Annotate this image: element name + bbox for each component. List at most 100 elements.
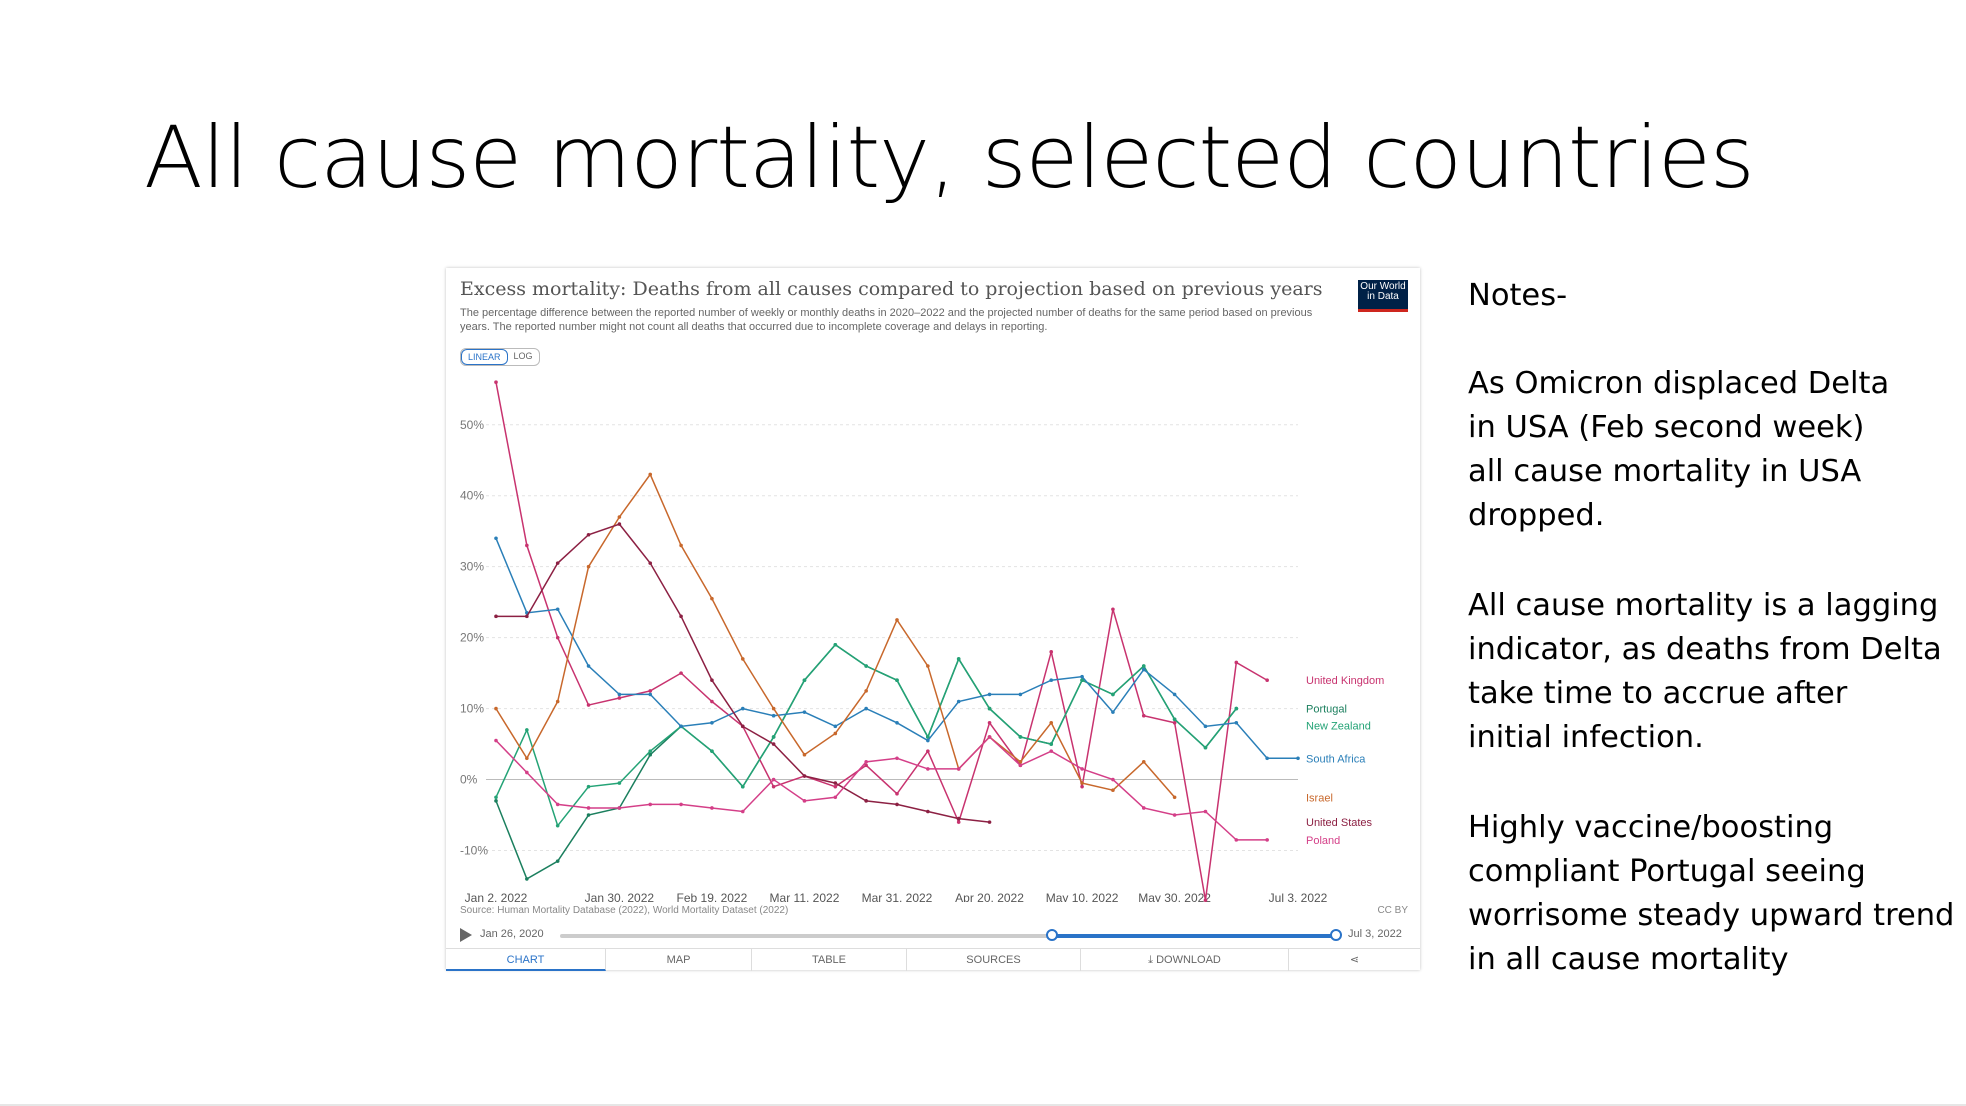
legend-label: Portugal <box>1306 704 1347 716</box>
data-point <box>679 724 683 729</box>
data-point <box>1049 749 1054 753</box>
legend-label: Israel <box>1306 792 1333 804</box>
tab-chart[interactable]: CHART <box>446 949 606 971</box>
data-point <box>926 809 930 814</box>
data-point <box>740 784 745 789</box>
line-chart: -10% 0% 10% 20% 30% 40% 50% Jan 2, 2022 Jan 30, … <box>460 380 1384 902</box>
legend-label: United Kingdom <box>1306 675 1384 687</box>
data-point <box>586 784 591 789</box>
data-point <box>771 777 776 782</box>
data-point <box>987 706 992 711</box>
data-point <box>679 802 683 807</box>
timeline-start-handle[interactable] <box>1046 929 1058 941</box>
slide-title: All cause mortality, selected countries <box>144 108 1755 208</box>
data-point <box>895 802 899 807</box>
download-label: DOWNLOAD <box>1156 954 1221 966</box>
legend-label: South Africa <box>1306 753 1366 765</box>
timeline-end-handle[interactable] <box>1330 929 1342 941</box>
data-point <box>740 657 745 661</box>
tab-map[interactable]: MAP <box>606 949 752 971</box>
data-point <box>1141 667 1146 672</box>
data-point <box>648 692 653 697</box>
tab-bar: CHART MAP TABLE SOURCES ⤓ DOWNLOAD ⋖ <box>446 948 1420 971</box>
data-point <box>1080 674 1084 679</box>
data-point <box>895 791 899 796</box>
data-point <box>648 752 653 757</box>
play-icon[interactable] <box>460 928 472 942</box>
data-point <box>648 561 653 565</box>
data-point <box>1018 760 1023 764</box>
data-point <box>1172 795 1177 800</box>
data-point <box>494 795 498 800</box>
data-point <box>1172 720 1177 725</box>
data-point <box>617 806 622 810</box>
data-point <box>771 735 776 739</box>
data-point <box>710 596 714 601</box>
timeline-end-label: Jul 3, 2022 <box>1348 928 1402 940</box>
data-point <box>1265 678 1269 683</box>
data-point <box>1018 692 1023 697</box>
share-button[interactable]: ⋖ <box>1289 949 1420 971</box>
x-tick-label: Jan 2, 2022 <box>465 891 528 902</box>
linear-scale-button[interactable]: LINEAR <box>461 349 508 365</box>
data-point <box>864 763 868 768</box>
data-point <box>555 802 560 807</box>
data-point <box>802 678 807 683</box>
data-point <box>987 720 992 725</box>
scale-toggle: LINEAR LOG <box>460 348 540 366</box>
log-scale-button[interactable]: LOG <box>513 351 533 361</box>
data-point <box>1265 838 1269 842</box>
data-point <box>1141 760 1146 764</box>
data-point <box>586 703 591 707</box>
data-point <box>1203 745 1208 750</box>
series-line <box>495 538 1298 760</box>
data-point <box>617 522 622 526</box>
data-point <box>1080 781 1084 785</box>
x-tick-label: Jul 3, 2022 <box>1269 891 1328 902</box>
data-point <box>1141 806 1146 810</box>
data-point <box>648 802 653 807</box>
y-tick-label: -10% <box>460 844 488 858</box>
data-point <box>555 561 560 565</box>
owid-logo[interactable]: Our World in Data <box>1358 280 1408 312</box>
data-point <box>710 699 714 704</box>
data-point <box>956 767 961 771</box>
legend-label: New Zealand <box>1306 721 1371 733</box>
data-point <box>895 720 899 725</box>
data-point <box>740 809 745 814</box>
data-point <box>895 756 899 761</box>
notes-panel: Notes- As Omicron displaced Delta in USA… <box>1468 274 1958 1028</box>
tab-download[interactable]: ⤓ DOWNLOAD <box>1081 949 1289 971</box>
data-point <box>1111 788 1115 793</box>
data-point <box>1111 777 1115 782</box>
data-point <box>740 724 745 729</box>
data-point <box>555 635 560 640</box>
data-point <box>1234 838 1239 842</box>
x-tick-label: Feb 19, 2022 <box>677 891 748 902</box>
timeline-slider[interactable] <box>560 929 1342 941</box>
data-point <box>710 720 714 725</box>
data-point <box>926 738 930 743</box>
data-point <box>555 823 560 828</box>
data-point <box>555 699 560 704</box>
data-point <box>586 532 591 537</box>
data-point <box>833 784 838 789</box>
tab-sources[interactable]: SOURCES <box>907 949 1081 971</box>
data-point <box>617 696 622 700</box>
data-point <box>494 380 498 384</box>
data-point <box>617 781 622 785</box>
tab-table[interactable]: TABLE <box>752 949 907 971</box>
data-point <box>525 728 529 732</box>
data-point <box>1111 607 1115 612</box>
y-tick-label: 20% <box>460 631 484 645</box>
series-line <box>496 523 990 823</box>
timeline: Jan 26, 2020 Jul 3, 2022 <box>446 918 1420 946</box>
data-point <box>1172 813 1177 817</box>
license-text[interactable]: CC BY <box>1377 905 1408 916</box>
x-tick-label: Jan 30, 2022 <box>585 891 655 902</box>
bottom-rule <box>0 1104 1966 1106</box>
series-line <box>495 735 1268 841</box>
data-point <box>1080 784 1084 789</box>
notes-paragraph-lagging: All cause mortality is a lagging indicat… <box>1468 588 1942 755</box>
data-point <box>802 799 807 803</box>
